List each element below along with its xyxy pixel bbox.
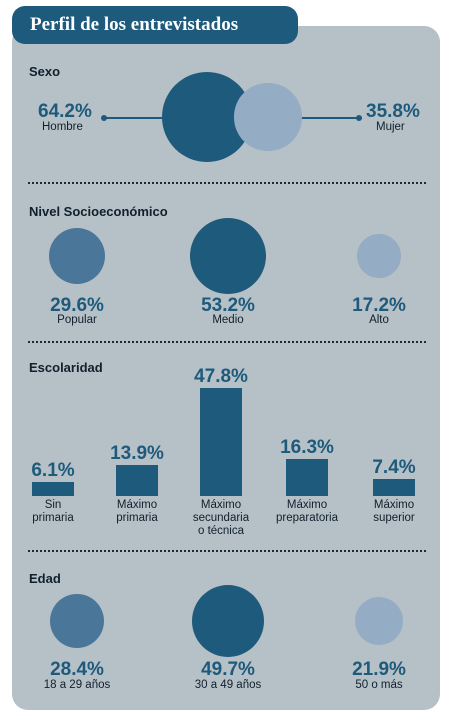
divider-3 [28,550,426,552]
escolaridad-3-label-line-1: Máximo [200,499,242,511]
edad-2-bubble [192,585,264,657]
edad-3-bubble [355,597,403,645]
escolaridad-4-value: 16.3% [280,437,334,459]
section-title-edad: Edad [29,571,61,586]
nse-value-medio: 53.2% [201,295,255,316]
escolaridad-5-label-line-1: Máximo [373,499,415,511]
nse-value-popular: 29.6% [50,295,104,316]
page-title: Perfil de los entrevistados [12,6,298,44]
sexo-dot-mujer [356,115,362,121]
nse-value-alto: 17.2% [352,295,406,316]
section-title-sexo: Sexo [29,64,61,79]
edad-1-value: 28.4% [50,659,104,680]
divider-2 [28,341,426,343]
escolaridad-4-label-line-1: Máximo [286,499,328,511]
escolaridad-5-bar [373,479,415,496]
sexo-label-hombre: Hombre [42,121,83,133]
escolaridad-1-value: 6.1% [31,460,75,482]
escolaridad-4-bar [286,459,328,496]
nse-bubble-popular [48,227,106,285]
edad-3-label: 50 o más [355,679,403,691]
nse-bubble-alto [357,234,401,278]
sexo-value-mujer: 35.8% [366,101,420,122]
escolaridad-2-bar [116,464,158,496]
escolaridad-5-value: 7.4% [372,457,416,479]
section-title-escolaridad: Escolaridad [29,360,103,375]
nse-label-alto: Alto [369,314,389,326]
escolaridad-2-value: 13.9% [110,442,164,464]
sexo-label-mujer: Mujer [376,121,405,133]
escolaridad-2-label-line-2: primaria [116,512,158,524]
nse-label-medio: Medio [212,314,244,326]
escolaridad-3-label-line-3: o técnica [197,525,245,537]
escolaridad-3-value: 47.8% [194,366,248,387]
section-title-nivel-socioeconomico: Nivel Socioeconómico [29,204,168,219]
escolaridad-4-label-line-2: preparatoria [275,512,338,524]
escolaridad-3-label-line-2: secundaria [192,512,250,524]
sexo-dot-hombre [101,115,107,121]
edad-3-value: 21.9% [352,659,406,680]
edad-1-bubble [49,593,105,649]
sexo-bubble-mujer [234,83,302,151]
escolaridad-2-label-line-1: Máximo [116,499,158,511]
nse-bubble-medio [190,218,266,294]
escolaridad-3-bar [200,388,242,496]
divider-1 [28,182,426,184]
escolaridad-1-label-line-2: primaria [32,512,74,524]
escolaridad-1-bar [32,482,74,496]
nse-label-popular: Popular [57,314,97,326]
edad-1-label: 18 a 29 años [43,679,111,691]
sexo-value-hombre: 64.2% [38,101,92,122]
escolaridad-5-label-line-2: superior [373,512,415,524]
escolaridad-1-label-line-1: Sin [44,499,62,511]
edad-2-label: 30 a 49 años [194,679,262,691]
edad-2-value: 49.7% [201,659,255,680]
